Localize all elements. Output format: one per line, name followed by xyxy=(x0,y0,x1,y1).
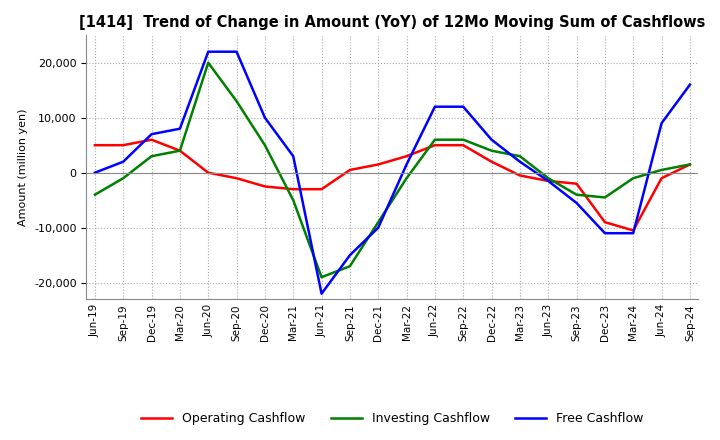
Free Cashflow xyxy=(204,49,212,54)
Free Cashflow xyxy=(318,291,326,297)
Investing Cashflow xyxy=(176,148,184,154)
Operating Cashflow xyxy=(600,220,609,225)
Operating Cashflow xyxy=(346,167,354,172)
Investing Cashflow xyxy=(261,143,269,148)
Investing Cashflow xyxy=(459,137,467,143)
Operating Cashflow xyxy=(487,159,496,165)
Investing Cashflow xyxy=(685,162,694,167)
Free Cashflow xyxy=(572,200,581,205)
Legend: Operating Cashflow, Investing Cashflow, Free Cashflow: Operating Cashflow, Investing Cashflow, … xyxy=(136,407,649,430)
Operating Cashflow xyxy=(318,187,326,192)
Investing Cashflow xyxy=(544,176,552,181)
Free Cashflow xyxy=(629,231,637,236)
Free Cashflow xyxy=(516,159,524,165)
Operating Cashflow xyxy=(204,170,212,175)
Operating Cashflow xyxy=(629,228,637,233)
Investing Cashflow xyxy=(318,275,326,280)
Free Cashflow xyxy=(119,159,127,165)
Operating Cashflow xyxy=(657,176,666,181)
Free Cashflow xyxy=(176,126,184,131)
Operating Cashflow xyxy=(119,143,127,148)
Operating Cashflow xyxy=(261,184,269,189)
Investing Cashflow xyxy=(374,220,382,225)
Investing Cashflow xyxy=(657,167,666,172)
Investing Cashflow xyxy=(204,60,212,65)
Title: [1414]  Trend of Change in Amount (YoY) of 12Mo Moving Sum of Cashflows: [1414] Trend of Change in Amount (YoY) o… xyxy=(79,15,706,30)
Free Cashflow xyxy=(374,225,382,231)
Investing Cashflow xyxy=(346,264,354,269)
Free Cashflow xyxy=(91,170,99,175)
Free Cashflow xyxy=(346,253,354,258)
Operating Cashflow xyxy=(176,148,184,154)
Investing Cashflow xyxy=(91,192,99,197)
Investing Cashflow xyxy=(148,154,156,159)
Free Cashflow xyxy=(459,104,467,109)
Free Cashflow xyxy=(544,178,552,183)
Operating Cashflow xyxy=(459,143,467,148)
Investing Cashflow xyxy=(402,176,411,181)
Free Cashflow xyxy=(431,104,439,109)
Operating Cashflow xyxy=(572,181,581,187)
Investing Cashflow xyxy=(431,137,439,143)
Free Cashflow xyxy=(261,115,269,120)
Operating Cashflow xyxy=(374,162,382,167)
Investing Cashflow xyxy=(487,148,496,154)
Line: Operating Cashflow: Operating Cashflow xyxy=(95,140,690,231)
Investing Cashflow xyxy=(600,195,609,200)
Free Cashflow xyxy=(148,132,156,137)
Investing Cashflow xyxy=(233,99,241,104)
Operating Cashflow xyxy=(289,187,297,192)
Free Cashflow xyxy=(289,154,297,159)
Free Cashflow xyxy=(685,82,694,87)
Operating Cashflow xyxy=(544,178,552,183)
Investing Cashflow xyxy=(289,198,297,203)
Operating Cashflow xyxy=(233,176,241,181)
Free Cashflow xyxy=(233,49,241,54)
Operating Cashflow xyxy=(148,137,156,143)
Operating Cashflow xyxy=(516,173,524,178)
Free Cashflow xyxy=(402,162,411,167)
Investing Cashflow xyxy=(516,154,524,159)
Line: Investing Cashflow: Investing Cashflow xyxy=(95,62,690,277)
Y-axis label: Amount (million yen): Amount (million yen) xyxy=(19,108,29,226)
Operating Cashflow xyxy=(91,143,99,148)
Line: Free Cashflow: Free Cashflow xyxy=(95,51,690,294)
Operating Cashflow xyxy=(402,154,411,159)
Investing Cashflow xyxy=(572,192,581,197)
Free Cashflow xyxy=(487,137,496,143)
Investing Cashflow xyxy=(119,176,127,181)
Operating Cashflow xyxy=(431,143,439,148)
Investing Cashflow xyxy=(629,176,637,181)
Operating Cashflow xyxy=(685,162,694,167)
Free Cashflow xyxy=(657,121,666,126)
Free Cashflow xyxy=(600,231,609,236)
